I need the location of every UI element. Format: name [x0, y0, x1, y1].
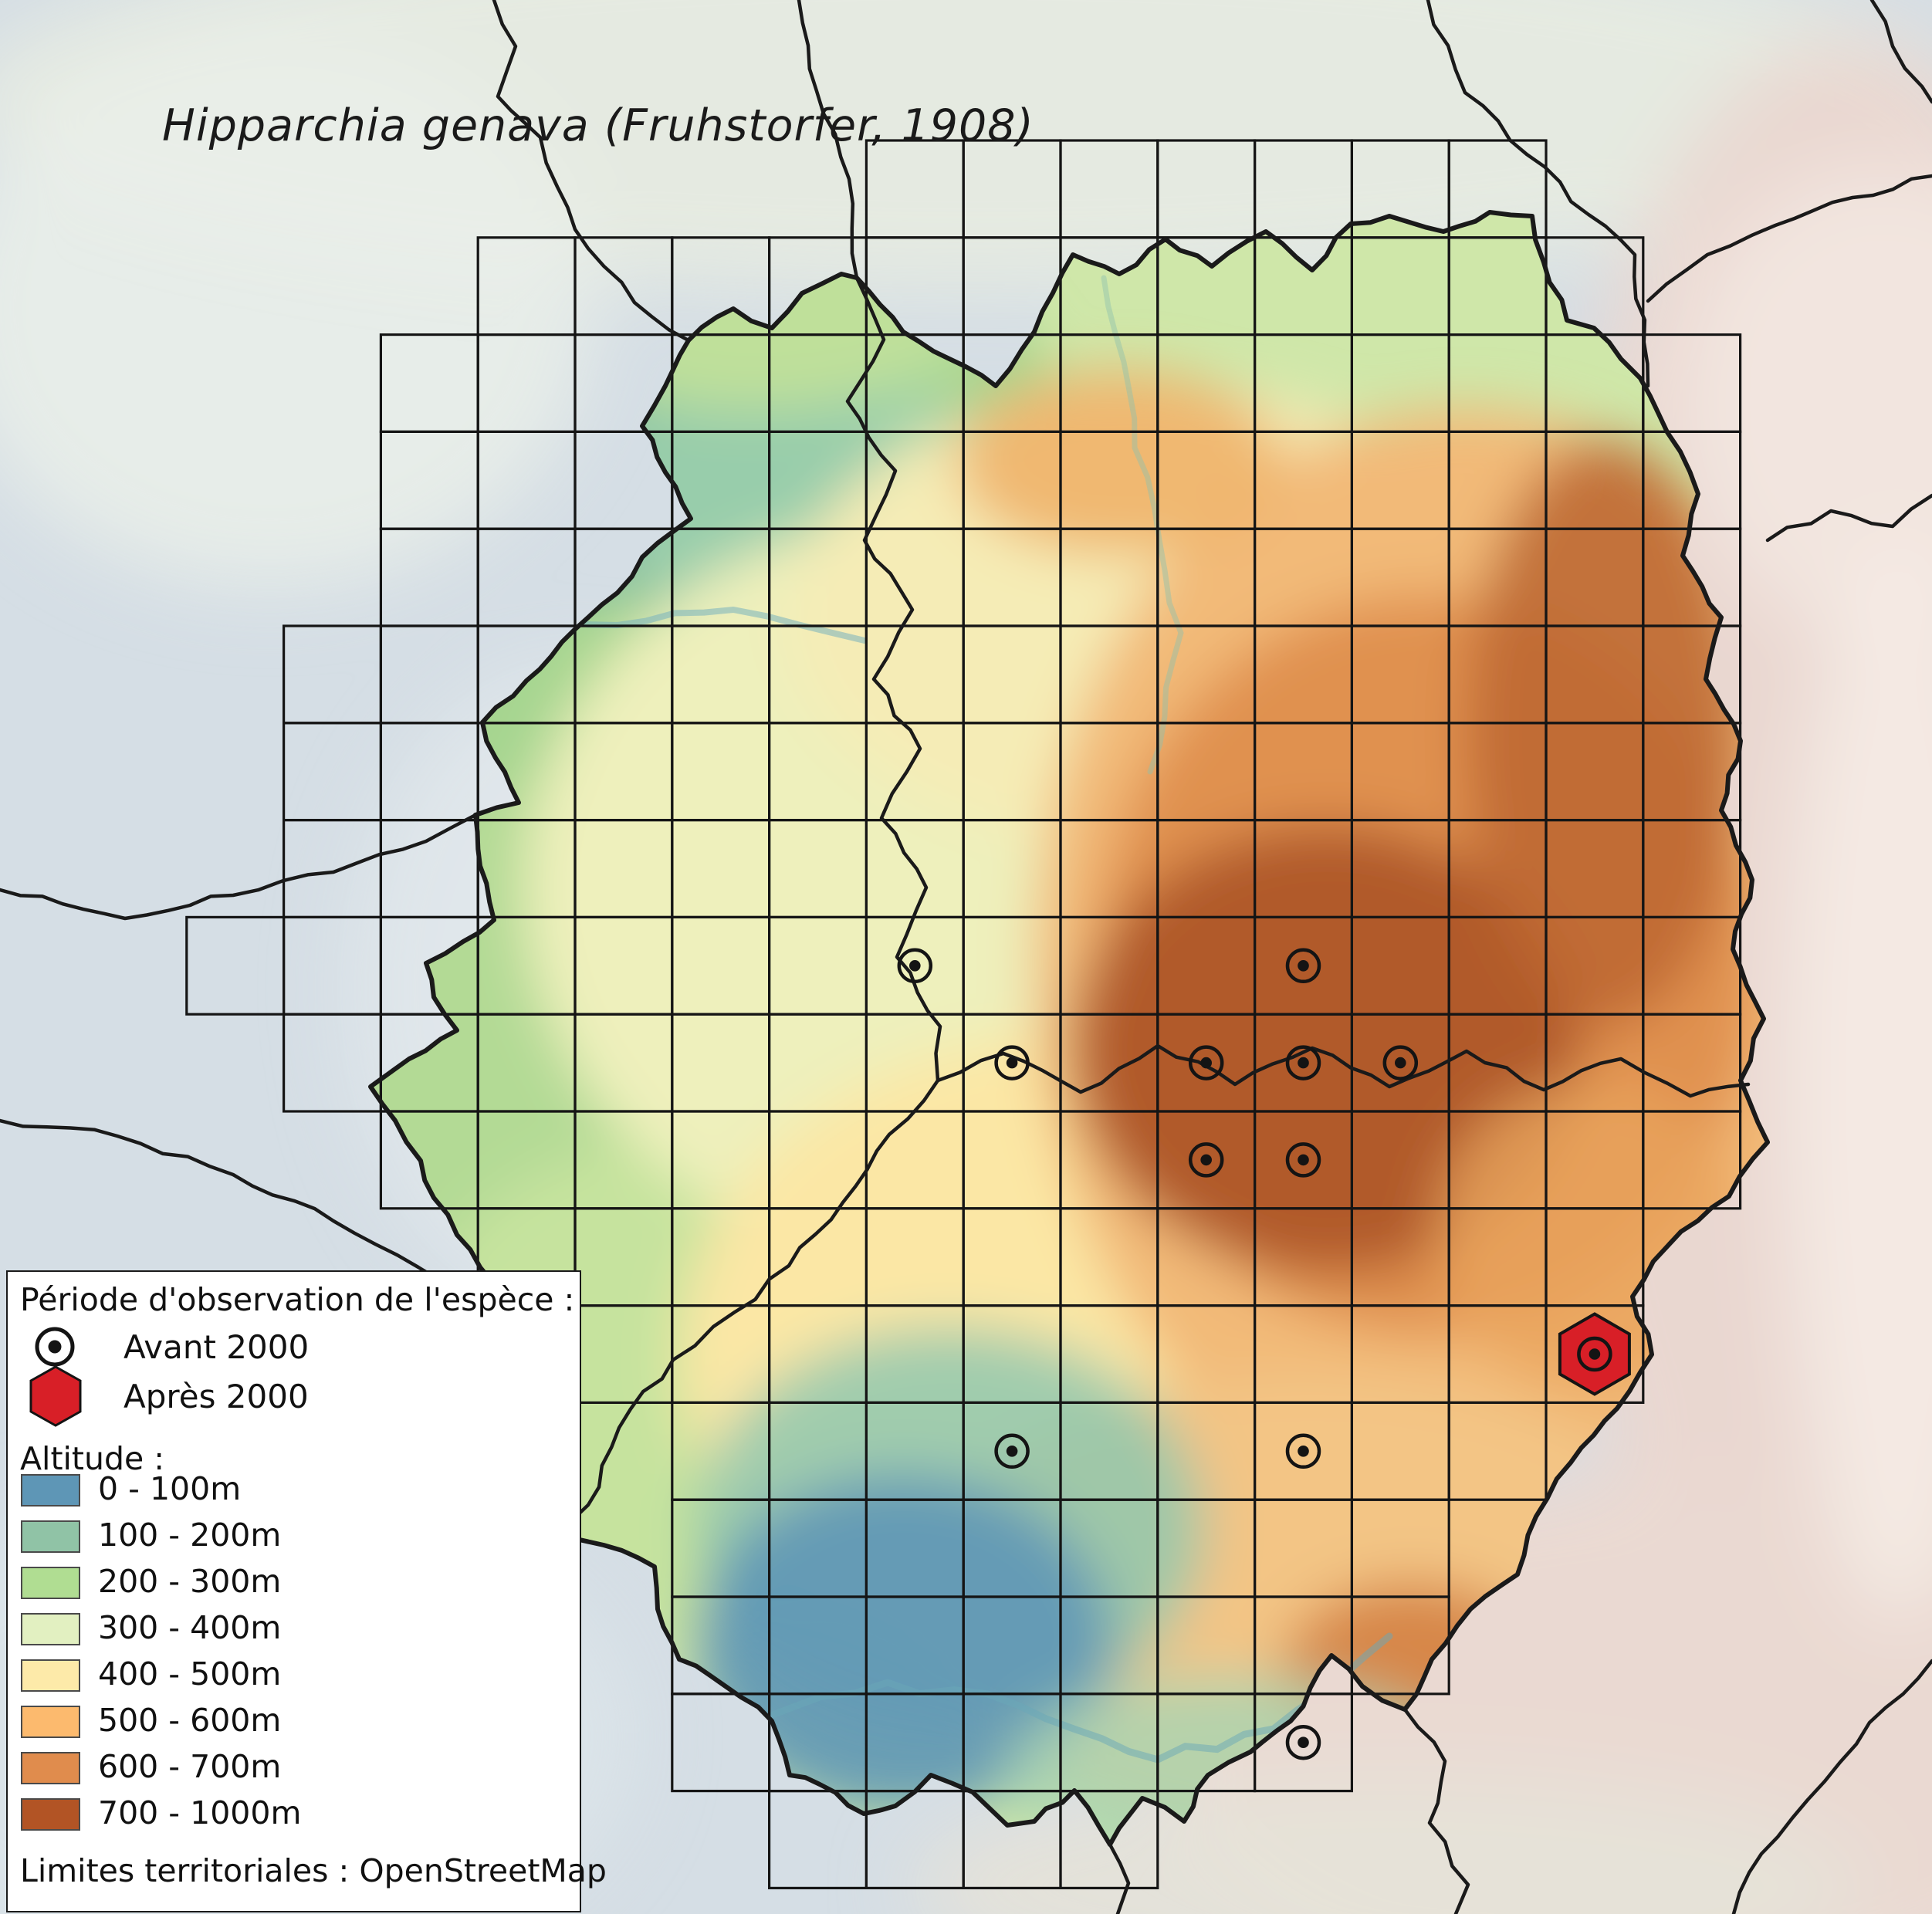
- avant-2000-circled-dot-marker: [1382, 1045, 1419, 1080]
- external-boundary: [492, 0, 691, 343]
- avant-2000-circled-dot-marker: [1188, 1142, 1224, 1178]
- avant-2000-circled-dot-marker: [1285, 948, 1321, 984]
- legend-altitude-title: Altitude :: [20, 1440, 165, 1477]
- grid-cell: [1545, 1304, 1645, 1404]
- altitude-color-swatch: [21, 1752, 80, 1784]
- legend-apres-label: Après 2000: [123, 1377, 309, 1415]
- altitude-class-label: 100 - 200m: [98, 1517, 282, 1554]
- external-boundary: [0, 813, 478, 921]
- altitude-class-label: 500 - 600m: [98, 1702, 282, 1740]
- legend-period-title: Période d'observation de l'espèce :: [20, 1281, 575, 1318]
- grid-cell: [1253, 1693, 1353, 1793]
- external-boundary: [797, 0, 859, 280]
- legend-avant-label: Avant 2000: [123, 1327, 310, 1366]
- external-boundary: [1646, 174, 1932, 303]
- department-boundary: [936, 1043, 1751, 1098]
- legend-altitude-class: 600 - 700m: [8, 1748, 580, 1785]
- circled-dot-icon: [35, 1327, 75, 1367]
- avant-2000-circled-dot-marker: [994, 1433, 1030, 1469]
- legend-item-apres-2000: Après 2000: [8, 1365, 580, 1427]
- altitude-color-swatch: [21, 1613, 80, 1645]
- grid-cell: [1642, 1110, 1742, 1210]
- grid-cell: [1059, 1790, 1159, 1890]
- altitude-class-label: 600 - 700m: [98, 1748, 282, 1786]
- red-hexagon-icon: [29, 1365, 82, 1427]
- avant-2000-circled-dot-marker: [1285, 1142, 1321, 1178]
- markers-layer: [897, 948, 1631, 1760]
- map-title: Hipparchia genava (Fruhstorfer, 1908): [162, 100, 1034, 151]
- region-boundary: [368, 210, 1770, 1847]
- grid-cell: [1350, 1595, 1450, 1696]
- legend-altitude-class: 700 - 1000m: [8, 1794, 580, 1831]
- altitude-color-swatch: [21, 1706, 80, 1738]
- altitude-class-label: 300 - 400m: [98, 1609, 282, 1647]
- legend-altitude-class: 400 - 500m: [8, 1655, 580, 1693]
- legend-source-note: Limites territoriales : OpenStreetMap: [20, 1852, 607, 1889]
- legend-altitude-class: 500 - 600m: [8, 1702, 580, 1739]
- grid-cell: [1447, 1401, 1548, 1501]
- legend-item-avant-2000: Avant 2000: [8, 1320, 580, 1374]
- altitude-color-swatch: [21, 1474, 80, 1507]
- avant-2000-circled-dot-marker: [897, 948, 933, 984]
- avant-2000-circled-dot-marker: [1188, 1045, 1224, 1080]
- external-boundary: [1765, 493, 1932, 543]
- legend-altitude-class: 200 - 300m: [8, 1563, 580, 1600]
- altitude-class-label: 700 - 1000m: [98, 1794, 302, 1832]
- avant-2000-circled-dot-marker: [1577, 1336, 1612, 1372]
- avant-2000-circled-dot-marker: [1285, 1433, 1321, 1469]
- avant-2000-circled-dot-marker: [994, 1045, 1030, 1080]
- grid-layer: [185, 139, 1742, 1890]
- altitude-class-label: 400 - 500m: [98, 1655, 282, 1693]
- external-boundary: [1731, 1659, 1932, 1914]
- external-boundary: [1402, 1707, 1470, 1914]
- department-boundary: [845, 276, 942, 1083]
- avant-2000-circled-dot-marker: [1285, 1724, 1321, 1760]
- altitude-color-swatch: [21, 1520, 80, 1553]
- external-boundary: [1869, 0, 1932, 104]
- altitude-color-swatch: [21, 1798, 80, 1831]
- avant-2000-circled-dot-marker: [1285, 1045, 1321, 1080]
- legend-panel: Période d'observation de l'espèce : Avan…: [6, 1270, 607, 1912]
- department-boundary: [557, 1078, 940, 1534]
- altitude-color-swatch: [21, 1659, 80, 1692]
- external-boundary: [1108, 1842, 1131, 1914]
- legend-altitude-class: 300 - 400m: [8, 1609, 580, 1646]
- altitude-class-label: 200 - 300m: [98, 1563, 282, 1601]
- altitude-color-swatch: [21, 1567, 80, 1599]
- legend-altitude-class: 100 - 200m: [8, 1517, 580, 1554]
- legend-altitude-class: 0 - 100m: [8, 1470, 580, 1507]
- external-boundary: [1426, 0, 1650, 388]
- altitude-class-label: 0 - 100m: [98, 1470, 242, 1508]
